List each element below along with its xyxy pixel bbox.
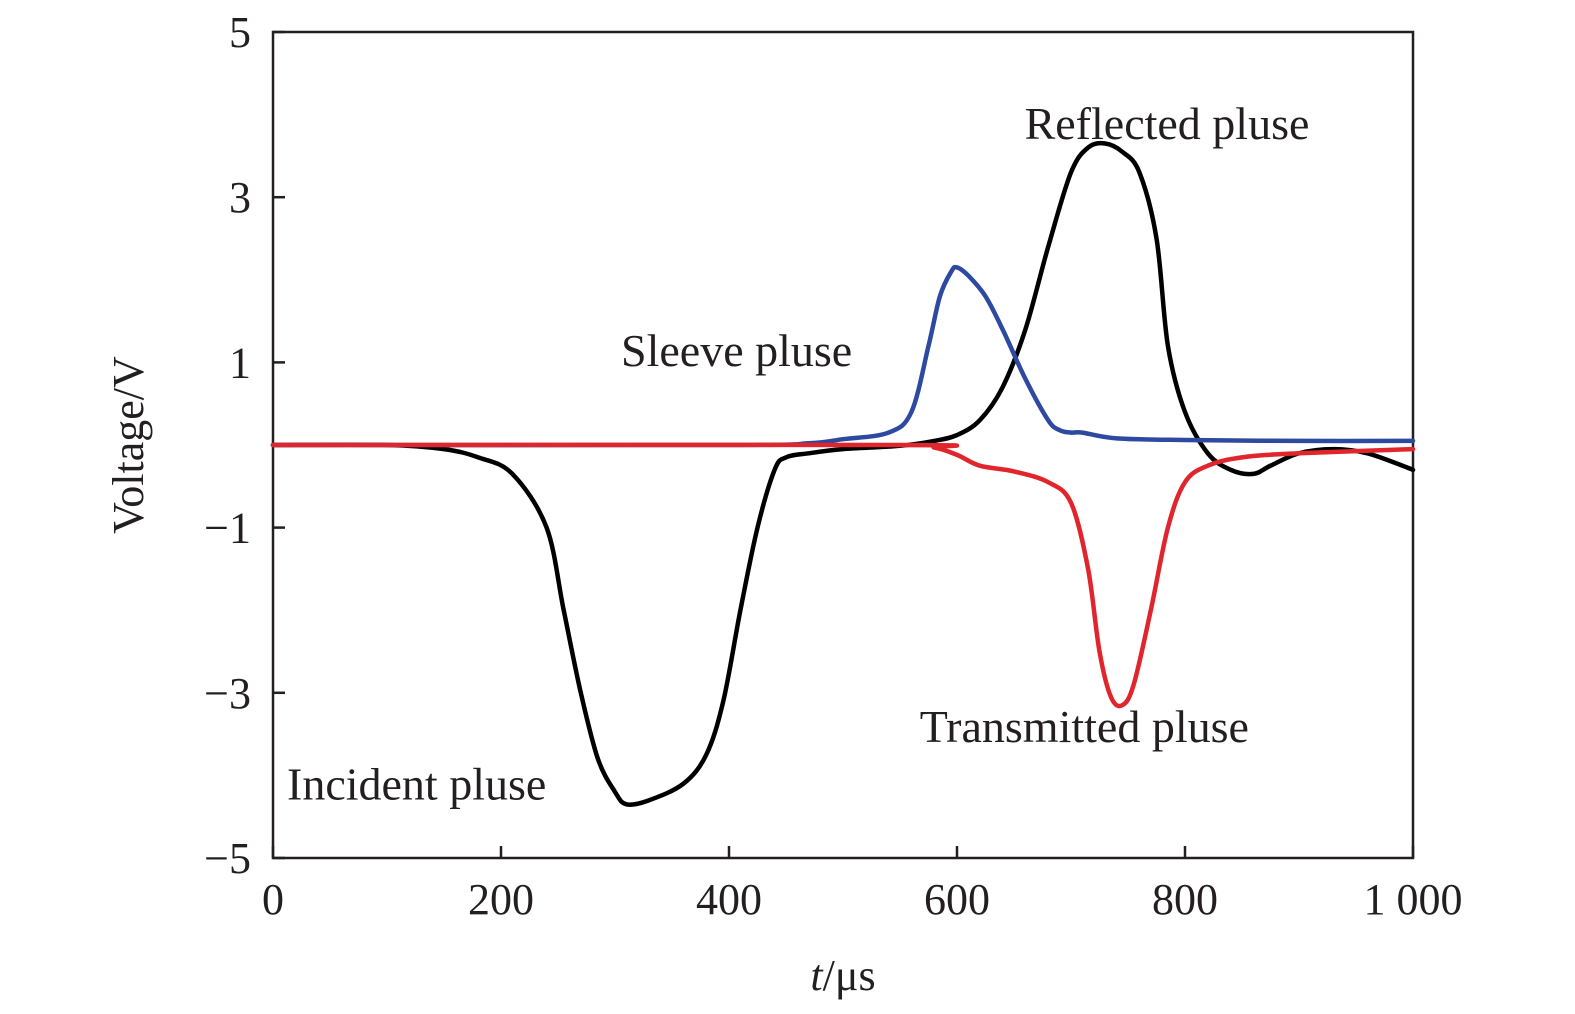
series-line-transmitted bbox=[270, 442, 1416, 709]
x-tick-label: 0 bbox=[262, 875, 284, 924]
y-tick-label: −1 bbox=[204, 504, 251, 553]
annotation-sleeve: Sleeve pluse bbox=[621, 325, 852, 376]
y-tick-label: 1 bbox=[229, 338, 251, 387]
y-tick-label: −5 bbox=[204, 834, 251, 883]
y-tick-label: 5 bbox=[229, 8, 251, 57]
annotation-incident: Incident pluse bbox=[287, 759, 546, 810]
x-axis-title: t/μs bbox=[810, 951, 875, 1000]
x-axis-title-unit: /μs bbox=[823, 951, 876, 1000]
x-axis-title-variable: t bbox=[810, 951, 824, 1000]
axis-ticks bbox=[271, 30, 1415, 860]
x-tick-label: 400 bbox=[696, 875, 762, 924]
x-tick-label: 600 bbox=[924, 875, 990, 924]
annotation-transmitted: Transmitted pluse bbox=[920, 701, 1249, 752]
y-tick-label: 3 bbox=[229, 173, 251, 222]
x-tick-label: 200 bbox=[468, 875, 534, 924]
y-tick-labels: −5 −3 −1 1 3 5 bbox=[204, 8, 251, 883]
series-layer bbox=[270, 140, 1416, 807]
y-tick-label: −3 bbox=[204, 669, 251, 718]
x-tick-label: 1 000 bbox=[1364, 875, 1463, 924]
annotation-reflected: Reflected pluse bbox=[1025, 98, 1310, 149]
x-tick-label: 800 bbox=[1152, 875, 1218, 924]
x-tick-labels: 0 200 400 600 800 1 000 bbox=[262, 875, 1463, 924]
annotation-layer: Incident pluse Sleeve pluse Reflected plus… bbox=[287, 98, 1309, 810]
y-axis-title: Voltage/V bbox=[104, 356, 153, 534]
